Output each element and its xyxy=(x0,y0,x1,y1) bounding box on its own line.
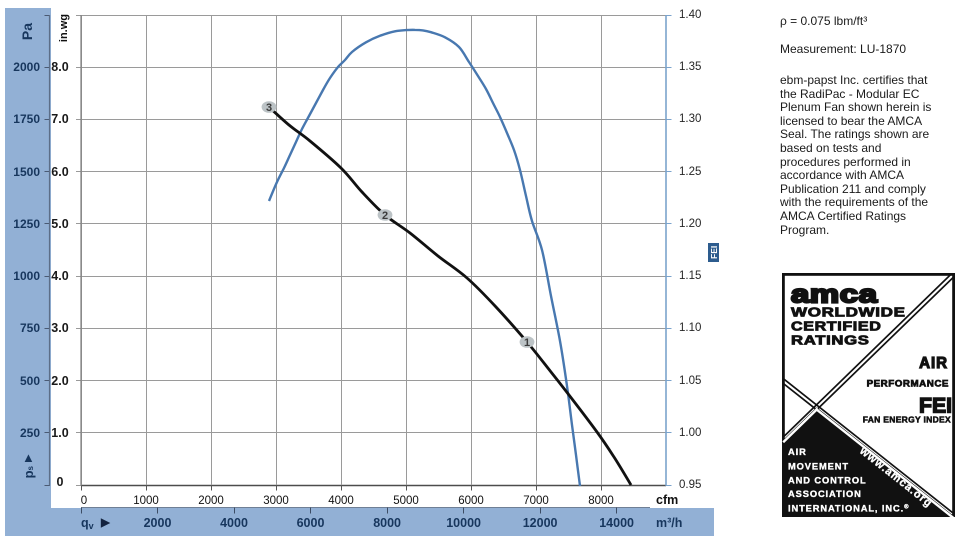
svg-text:PERFORMANCE: PERFORMANCE xyxy=(867,379,949,390)
svg-text:AIR: AIR xyxy=(788,447,807,457)
svg-text:MOVEMENT: MOVEMENT xyxy=(788,462,849,472)
svg-text:WORLDWIDE: WORLDWIDE xyxy=(791,306,906,320)
svg-text:ASSOCIATION: ASSOCIATION xyxy=(788,489,862,499)
svg-text:RATINGS: RATINGS xyxy=(791,334,870,348)
svg-text:AND CONTROL: AND CONTROL xyxy=(788,476,867,486)
svg-text:FEI: FEI xyxy=(919,395,952,418)
svg-text:CERTIFIED: CERTIFIED xyxy=(791,320,881,334)
svg-text:FAN ENERGY INDEX: FAN ENERGY INDEX xyxy=(863,415,951,425)
svg-text:1: 1 xyxy=(524,337,530,349)
svg-text:amca: amca xyxy=(791,281,878,308)
svg-text:INTERNATIONAL, INC.®: INTERNATIONAL, INC.® xyxy=(788,504,909,514)
svg-text:2: 2 xyxy=(382,210,388,222)
svg-text:AIR: AIR xyxy=(919,355,948,372)
svg-text:3: 3 xyxy=(266,102,272,114)
